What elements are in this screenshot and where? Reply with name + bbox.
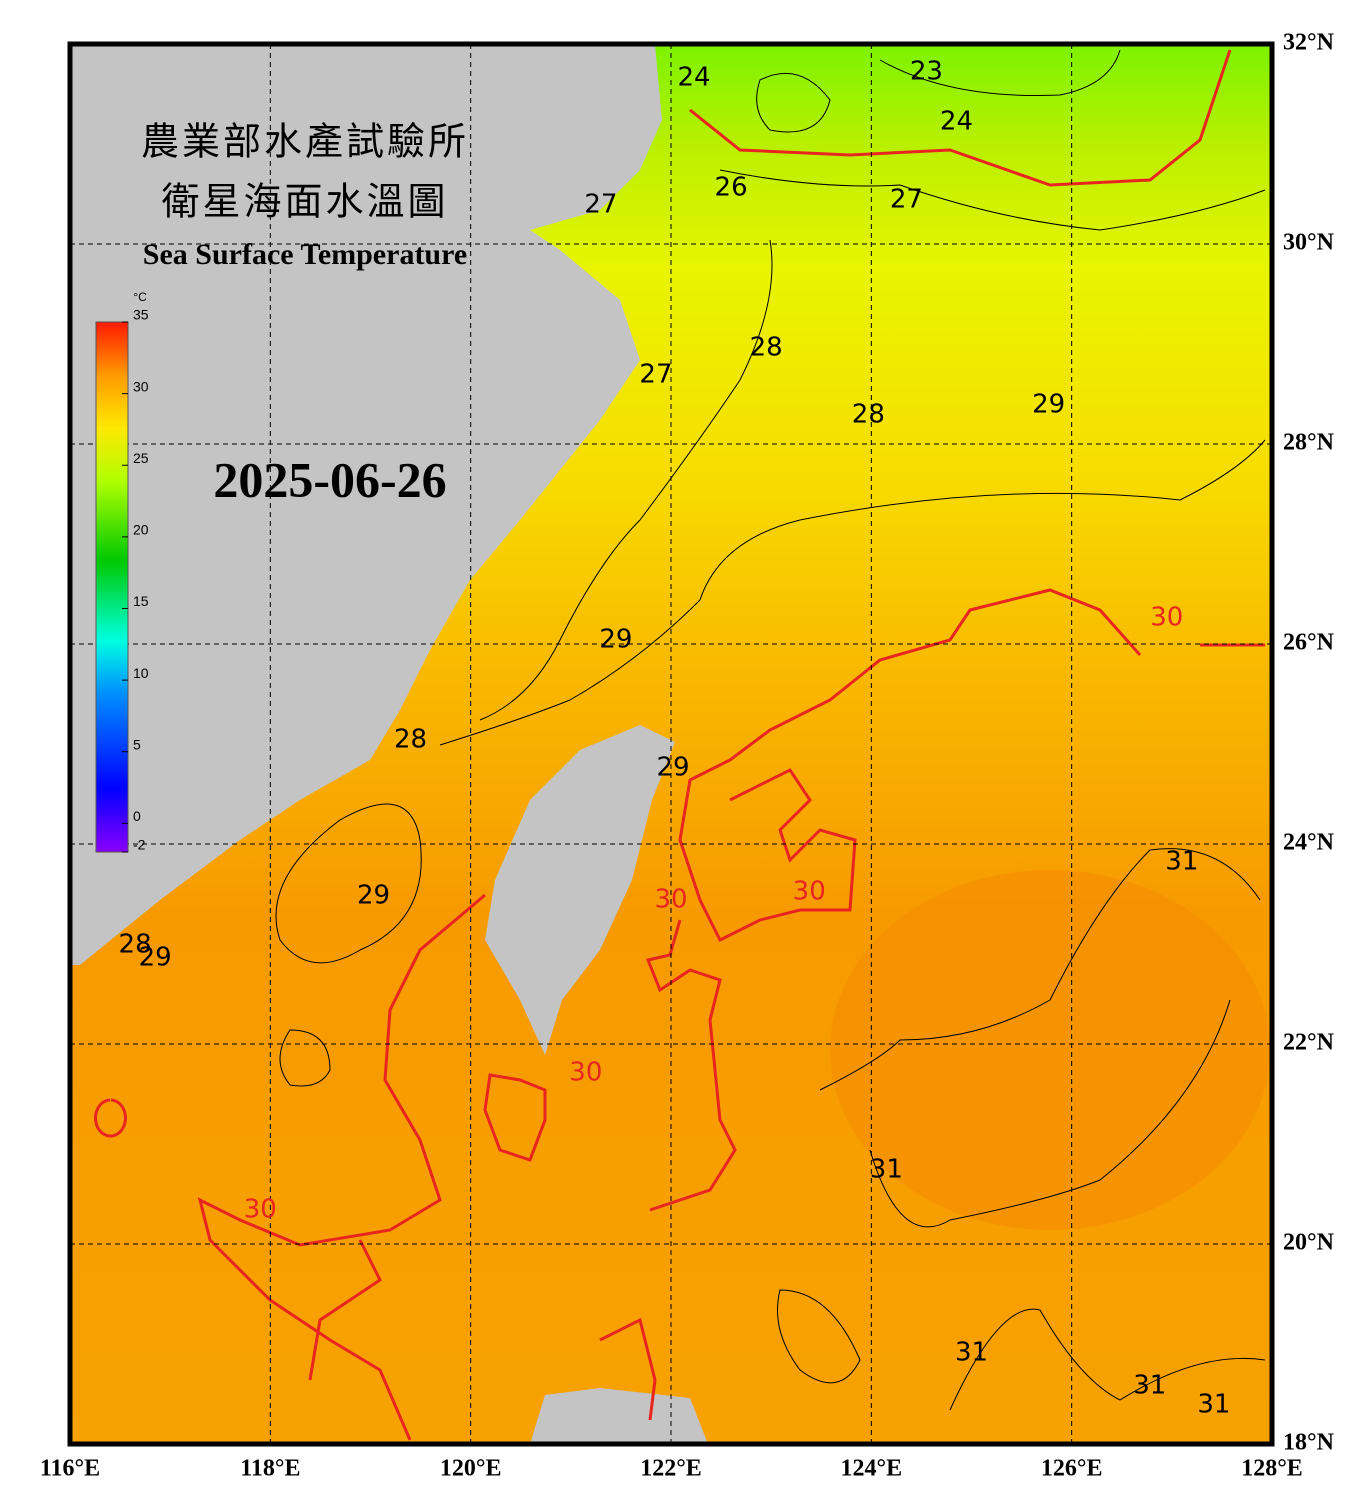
lon-tick-label: 124°E (841, 1456, 903, 1482)
mainland (72, 46, 662, 965)
contour-label: 28 (119, 930, 152, 960)
contour-label: 27 (639, 360, 672, 390)
contour-label: 29 (1032, 390, 1065, 420)
lon-tick-label: 126°E (1041, 1456, 1103, 1482)
lat-tick-label: 20°N (1283, 1230, 1335, 1256)
colorbar-unit: °C (133, 290, 147, 304)
contour-label: 29 (599, 625, 632, 655)
warm-area (830, 870, 1270, 1230)
contour-label: 28 (750, 333, 783, 363)
contour-label: 30 (793, 877, 826, 907)
lat-tick-label: 18°N (1283, 1430, 1335, 1456)
contour-label: 24 (677, 63, 710, 93)
isotherms-red (94, 49, 1265, 1441)
title-line: 衛星海面水溫圖 (161, 180, 448, 224)
map-frame (67, 41, 1275, 1447)
colorbar-tick-label: 10 (133, 665, 149, 681)
contour-label: 29 (656, 753, 689, 783)
lat-tick-label: 32°N (1283, 30, 1335, 56)
lon-tick-label: 118°E (240, 1456, 300, 1482)
contour-label: 28 (394, 725, 427, 755)
contour-label: 23 (910, 57, 943, 87)
lon-tick-label: 116°E (40, 1456, 100, 1482)
taiwan (485, 725, 675, 1055)
colorbar-tick-label: 15 (133, 593, 149, 609)
lat-tick-label: 26°N (1283, 630, 1335, 656)
colorbar-tick-label: 35 (133, 307, 149, 323)
lat-tick-label: 22°N (1283, 1030, 1335, 1056)
lat-tick-label: 24°N (1283, 830, 1335, 856)
contour-label: 30 (569, 1058, 602, 1088)
contour-label: 26 (715, 173, 748, 203)
colorbar-tick-label: 30 (133, 378, 149, 394)
lon-tick-label: 128°E (1241, 1456, 1303, 1482)
subtitle: Sea Surface Temperature (143, 238, 467, 271)
contour-label: 24 (940, 107, 973, 137)
contour-label: 31 (1197, 1390, 1230, 1420)
graticule (70, 44, 1272, 1444)
contour-label: 29 (139, 943, 172, 973)
lon-tick-label: 120°E (440, 1456, 502, 1482)
contour-label: 31 (1133, 1371, 1166, 1401)
colorbar-tick-label: 25 (133, 450, 149, 466)
colorbar (95, 321, 129, 853)
colorbar-tick-label: 5 (133, 736, 141, 752)
title-line: 農業部水產試驗所 (141, 120, 469, 164)
lon-tick-label: 122°E (640, 1456, 702, 1482)
contour-label: 27 (890, 185, 923, 215)
colorbar-tick-label: -2 (133, 837, 146, 853)
contour-label: 29 (357, 881, 390, 911)
date: 2025-06-26 (213, 451, 446, 507)
contour-label: 30 (1150, 603, 1183, 633)
colorbar-tick-label: 0 (133, 808, 141, 824)
contour-label: 31 (1165, 847, 1198, 877)
contour-label: 30 (654, 885, 687, 915)
luzon (530, 1388, 708, 1442)
contour-label: 31 (955, 1338, 988, 1368)
isotherms-black (275, 49, 1266, 1411)
contour-label: 30 (244, 1195, 277, 1225)
contour-label: 31 (870, 1155, 903, 1185)
lat-tick-label: 30°N (1283, 230, 1335, 256)
colorbar-tick-label: 20 (133, 522, 149, 538)
contour-label: 28 (852, 400, 885, 430)
lat-tick-label: 28°N (1283, 430, 1335, 456)
contour-label: 27 (584, 190, 617, 220)
